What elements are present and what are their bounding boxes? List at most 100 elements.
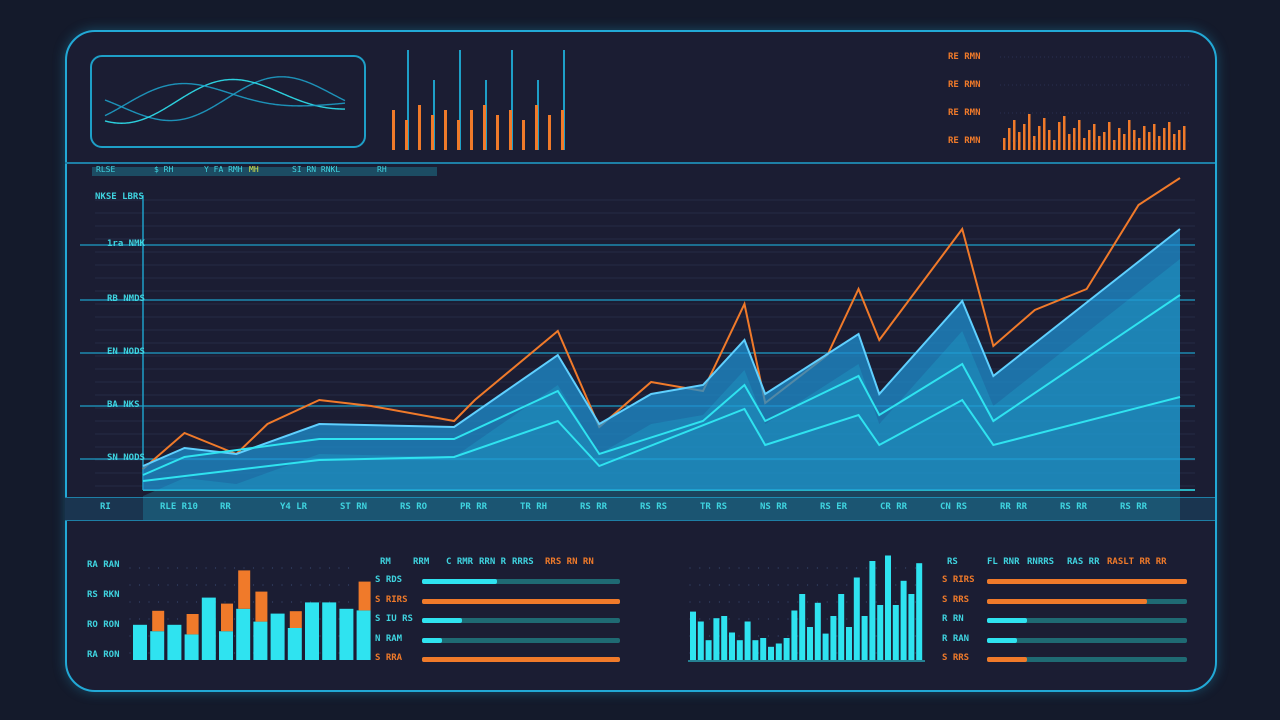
bar [405,120,408,150]
x-tick-label: RR [220,502,231,512]
bar [1113,140,1116,150]
bar [1128,120,1131,150]
progress-fill [422,637,442,643]
grid-dot [767,618,770,620]
grid-dot [826,567,828,569]
progress-header: RASLT RR RR [1107,557,1167,567]
grid-dot [233,618,236,620]
bar [1153,124,1156,150]
grid-dot [875,652,877,654]
bar [1103,132,1106,150]
grid-dot [347,567,350,569]
grid-dot [865,601,868,603]
bar [535,105,538,150]
grid-dot [689,584,691,586]
grid-dot [290,567,293,569]
bar [167,624,182,660]
bar [1098,136,1101,150]
grid-dot [252,584,255,586]
bar [219,631,233,660]
series-line [142,228,1181,467]
grid-dot [328,601,331,603]
grid-dot [338,652,340,654]
progress-label: S RRS [942,653,970,663]
grid-dot [709,618,711,620]
grid-dot [875,584,877,586]
bar [1148,132,1151,150]
waveform-line [104,78,346,124]
bar [253,621,268,660]
x-tick-label: CN RS [940,502,968,512]
grid-dot [129,567,131,569]
bar [1118,128,1121,150]
grid-dot [338,584,340,586]
progress-header: RRRS [512,557,534,567]
grid-dot [224,584,226,586]
grid-dot [233,567,236,569]
grid-dot [826,618,828,620]
grid-dot [233,584,236,586]
progress-fill [422,579,498,584]
grid-dot [826,584,828,586]
bar [752,640,759,660]
top-right-label: RE RMN [948,80,981,90]
bar [1178,130,1181,150]
progress-fill [987,598,1147,604]
grid-dot [338,635,340,637]
grid-dot [319,652,321,654]
bar [1168,122,1171,150]
grid-dot [224,567,226,569]
grid-dot [738,601,740,603]
grid-dot [699,584,701,586]
grid-dot [836,618,838,620]
progress-header: RAS RR [1067,557,1100,567]
bar [885,555,891,660]
bar [184,634,199,660]
bar [814,602,821,660]
grid-dot [176,618,179,620]
grid-dot [300,567,302,569]
grid-dot [281,567,283,569]
strip-label: $ RH [154,165,174,174]
grid-dot [738,635,740,637]
x-tick-label: TR RH [520,502,548,512]
grid-dot [262,567,264,569]
bar [1063,116,1066,150]
grid-dot [807,584,809,586]
bar [721,616,728,660]
x-tick-label: CR RR [880,502,908,512]
bar [418,105,421,150]
grid-dot [709,601,711,603]
bar [152,610,165,632]
grid-dot [807,618,809,620]
bar [822,633,829,660]
grid-dot [836,652,838,654]
bar [760,638,767,660]
progress-header: RNRRS [1027,557,1055,567]
bar [509,110,512,150]
grid-dot [748,567,750,569]
grid-dot [797,618,799,620]
grid-dot [777,635,779,637]
grid-dot [233,635,236,637]
grid-dot [195,567,198,569]
bar [1028,114,1031,150]
x-tick-label: RS RR [580,502,608,512]
grid-dot [728,567,730,569]
y-tick-label: EN NODS [107,347,145,357]
progress-bar [422,579,620,584]
grid-dot [148,567,150,569]
bar [807,627,813,660]
bar [1173,134,1176,150]
bar [1183,126,1186,150]
y-tick-label: 1ra NMK [107,239,145,249]
bar [133,624,147,660]
grid-dot [243,567,245,569]
bar [1023,124,1026,150]
grid-dot [797,584,799,586]
strip-label: MH [249,165,259,174]
x-tick-label: RI [100,502,111,512]
grid-dot [138,567,141,569]
grid-dot [758,584,760,586]
grid-dot [748,601,750,603]
